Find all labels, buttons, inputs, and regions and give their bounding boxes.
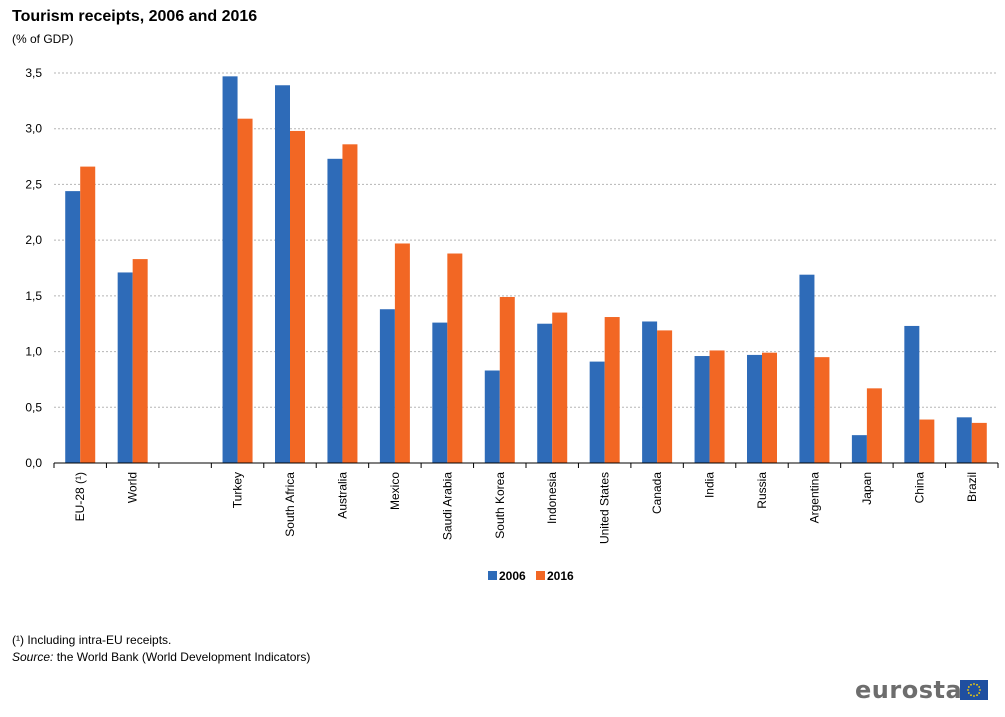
bar-2016-united-states xyxy=(604,317,620,463)
x-tick-label: United States xyxy=(598,472,612,544)
bar-2006-australia xyxy=(327,158,343,464)
x-axis xyxy=(53,462,999,468)
y-tick-label: 2,0 xyxy=(25,233,42,247)
bar-2016-argentina xyxy=(814,357,830,463)
x-tick-label: Japan xyxy=(860,472,874,505)
x-tick-label: Australia xyxy=(335,472,349,519)
x-tick-label: World xyxy=(126,472,140,503)
y-tick-label: 2,5 xyxy=(25,177,42,191)
y-tick-label: 0,5 xyxy=(25,400,42,414)
bar-2016-indonesia xyxy=(552,312,568,463)
bar-2006-japan xyxy=(851,435,867,463)
bar-chart: 0,0 0,5 1,0 1,5 2,0 2,5 3,0 3,5 EU-28 (¹) World T… xyxy=(25,66,999,583)
bar-2006-south-korea xyxy=(484,370,500,463)
legend-label: 2016 xyxy=(547,569,574,583)
bar-2016-japan xyxy=(866,388,882,463)
x-tick-label: China xyxy=(912,472,926,504)
grid-lines xyxy=(54,72,998,408)
x-tick-label: Saudi Arabia xyxy=(440,472,454,540)
footnote: (¹) Including intra-EU receipts. xyxy=(12,633,172,647)
y-tick-label: 1,0 xyxy=(25,345,42,359)
bar-2016-mexico xyxy=(394,243,410,463)
logo-text: eurostat xyxy=(855,676,975,704)
bar-2016-world xyxy=(132,259,148,463)
bar-2016-south-korea xyxy=(499,296,515,463)
x-tick-label: Turkey xyxy=(231,472,245,508)
bar-2006-india xyxy=(694,356,710,463)
legend: 2006 2016 xyxy=(488,569,574,583)
bar-2006-world xyxy=(117,272,133,463)
bars xyxy=(65,76,987,464)
legend-swatch xyxy=(488,571,497,580)
bar-2016-turkey xyxy=(237,118,253,463)
bar-2006-mexico xyxy=(379,309,395,463)
x-tick-label: Mexico xyxy=(388,472,402,510)
y-tick-label: 0,0 xyxy=(25,456,42,470)
y-tick-label: 3,5 xyxy=(25,66,42,80)
bar-2006-united-states xyxy=(589,361,605,463)
legend-label: 2006 xyxy=(499,569,526,583)
x-tick-label: Brazil xyxy=(965,472,979,502)
bar-2006-russia xyxy=(747,354,762,463)
bar-2006-south-africa xyxy=(275,85,290,463)
source-label: Source: xyxy=(12,650,54,664)
source-text: the World Bank (World Development Indica… xyxy=(53,650,311,664)
x-tick-label: South Africa xyxy=(283,472,297,537)
x-tick-label: Canada xyxy=(650,472,664,514)
y-tick-label: 1,5 xyxy=(25,289,42,303)
x-axis-labels: EU-28 (¹) World Turkey South Africa Australi… xyxy=(73,472,979,544)
bar-2016-india xyxy=(709,350,725,463)
bar-2006-brazil xyxy=(956,417,972,463)
bar-2016-eu-28- xyxy=(80,166,96,463)
x-tick-label: Indonesia xyxy=(545,472,559,524)
bar-2016-south-africa xyxy=(290,130,305,463)
legend-swatch xyxy=(536,571,545,580)
bar-2006-indonesia xyxy=(537,323,553,463)
x-tick-label: India xyxy=(703,472,717,498)
bar-2016-saudi-arabia xyxy=(447,253,463,463)
x-tick-label: Russia xyxy=(755,472,769,509)
bar-2016-china xyxy=(919,419,935,463)
x-tick-label: Argentina xyxy=(807,472,821,524)
bar-2006-saudi-arabia xyxy=(432,322,448,463)
chart-subtitle: (% of GDP) xyxy=(12,32,74,46)
x-tick-label: South Korea xyxy=(493,472,507,539)
source-note: Source: the World Bank (World Developmen… xyxy=(12,650,310,664)
bar-2006-eu-28- xyxy=(65,191,81,463)
bar-2016-australia xyxy=(342,144,358,464)
bar-2016-canada xyxy=(657,330,673,463)
bar-2016-russia xyxy=(762,352,777,463)
chart-title: Tourism receipts, 2006 and 2016 xyxy=(12,8,258,25)
y-axis-ticks: 0,0 0,5 1,0 1,5 2,0 2,5 3,0 3,5 xyxy=(25,66,42,470)
bar-2006-canada xyxy=(642,321,658,463)
bar-2016-brazil xyxy=(971,422,987,463)
y-tick-label: 3,0 xyxy=(25,122,42,136)
x-tick-label: EU-28 (¹) xyxy=(73,472,87,521)
bar-2006-argentina xyxy=(799,274,815,463)
eu-flag-icon xyxy=(960,680,988,700)
bar-2006-turkey xyxy=(222,76,238,463)
bar-2006-china xyxy=(904,325,920,463)
